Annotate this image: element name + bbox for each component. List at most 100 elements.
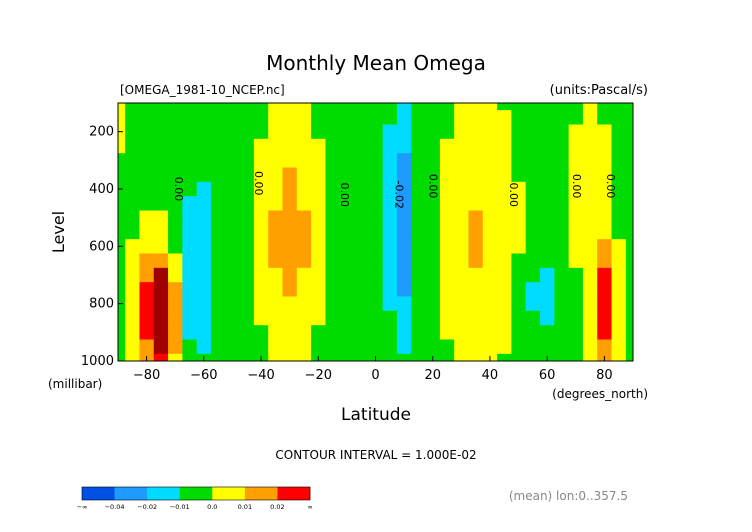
heatmap-cell (239, 167, 255, 183)
heatmap-cell (497, 239, 513, 255)
contour-label: 0.00 (507, 182, 520, 207)
heatmap-cell (454, 339, 470, 355)
heatmap-cell (354, 267, 369, 283)
heatmap-cell (454, 325, 470, 341)
heatmap-cell (168, 124, 183, 140)
heatmap-cell (511, 124, 527, 140)
heatmap-cell (482, 339, 498, 355)
heatmap-cell (625, 310, 633, 326)
heatmap-cell (439, 153, 455, 169)
heatmap-cell (540, 196, 555, 212)
heatmap-cell (311, 138, 327, 154)
heatmap-cell (625, 224, 633, 240)
heatmap-cell (325, 181, 341, 197)
heatmap-cell (611, 253, 627, 269)
heatmap-cell (354, 310, 369, 326)
heatmap-cell (125, 103, 141, 111)
heatmap-cell (368, 124, 384, 140)
heatmap-cell (411, 353, 427, 361)
heatmap-cell (139, 239, 155, 255)
heatmap-cell (411, 296, 427, 312)
heatmap-cell (411, 239, 427, 255)
heatmap-cell (253, 153, 269, 169)
heatmap-cell (253, 253, 269, 269)
heatmap-cell (118, 103, 126, 111)
heatmap-cell (239, 153, 255, 169)
heatmap-cell (182, 153, 198, 169)
x-tick-label: −60 (190, 368, 217, 383)
heatmap-cell (282, 267, 298, 283)
heatmap-cell (568, 296, 584, 312)
heatmap-cell (568, 210, 584, 226)
heatmap-cell (468, 310, 484, 326)
heatmap-cell (482, 310, 498, 326)
heatmap-cell (153, 224, 169, 240)
heatmap-cell (368, 267, 384, 283)
heatmap-cell (611, 124, 627, 140)
heatmap-cell (268, 181, 284, 197)
heatmap-cell (296, 353, 312, 361)
contour-label: 0.00 (338, 182, 351, 207)
heatmap-cell (411, 210, 427, 226)
heatmap-cell (540, 296, 555, 312)
heatmap-cell (225, 153, 241, 169)
colorbar-label: 0.02 (270, 503, 284, 511)
heatmap-cell (511, 325, 527, 341)
heatmap-cell (454, 210, 470, 226)
heatmap-cell (339, 196, 355, 212)
heatmap-cell (118, 267, 126, 283)
heatmap-cell (625, 103, 633, 111)
heatmap-cell (425, 167, 441, 183)
heatmap-cell (582, 210, 598, 226)
heatmap-cell (296, 239, 312, 255)
heatmap-cell (396, 353, 412, 361)
heatmap-cell (225, 210, 241, 226)
heatmap-cell (597, 325, 613, 341)
heatmap-cell (396, 310, 412, 326)
heatmap-cell (253, 224, 269, 240)
heatmap-cell (125, 196, 141, 212)
heatmap-cell (425, 239, 441, 255)
heatmap-cell (454, 239, 470, 255)
heatmap-cell (253, 339, 269, 355)
heatmap-cell (482, 196, 498, 212)
heatmap-cell (625, 353, 633, 361)
heatmap-cell (282, 282, 298, 298)
colorbar-label: 0.01 (238, 503, 252, 511)
heatmap-cell (554, 224, 570, 240)
heatmap-cell (368, 181, 384, 197)
heatmap-cell (425, 103, 441, 111)
heatmap-cell (125, 253, 141, 269)
heatmap-cell (597, 239, 613, 255)
heatmap-cell (239, 296, 255, 312)
heatmap-cell (296, 310, 312, 326)
heatmap-cell (118, 110, 126, 126)
heatmap-cell (396, 103, 412, 111)
heatmap-cell (611, 353, 627, 361)
heatmap-cell (282, 110, 298, 126)
heatmap-cell (268, 325, 284, 341)
heatmap-cell (482, 239, 498, 255)
heatmap-cell (182, 110, 198, 126)
heatmap-cell (611, 103, 627, 111)
heatmap-cell (354, 339, 369, 355)
heatmap-cell (439, 210, 455, 226)
heatmap-cell (225, 138, 241, 154)
heatmap-cell (511, 267, 527, 283)
heatmap-cell (325, 124, 341, 140)
heatmap-cell (339, 253, 355, 269)
heatmap-cell (368, 239, 384, 255)
heatmap-cell (511, 153, 527, 169)
heatmap-cell (325, 196, 341, 212)
heatmap-cell (625, 339, 633, 355)
heatmap-cell (625, 196, 633, 212)
heatmap-cell (311, 339, 327, 355)
heatmap-cell (311, 210, 327, 226)
heatmap-cell (210, 153, 226, 169)
heatmap-cell (454, 224, 470, 240)
heatmap-cell (311, 325, 327, 341)
heatmap-cell (182, 325, 198, 341)
heatmap-cell (253, 239, 269, 255)
heatmap-cell (468, 196, 484, 212)
heatmap-cell (225, 353, 241, 361)
